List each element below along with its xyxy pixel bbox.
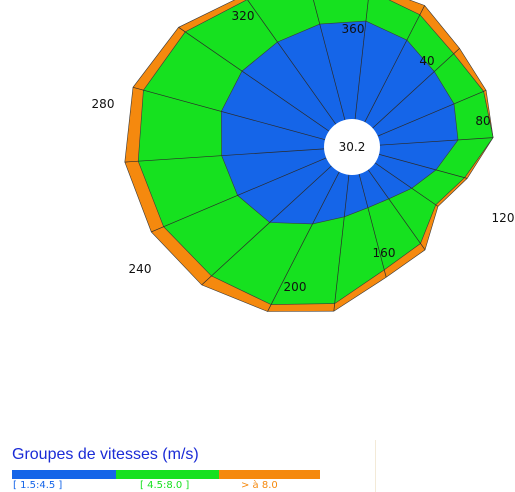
- wind-rose-spokes: [124, 0, 494, 312]
- spoke-320: [178, 27, 330, 132]
- spoke-220: [267, 170, 341, 312]
- legend-swatch-series-1: [12, 470, 116, 479]
- spoke-160: [367, 168, 426, 251]
- spoke-240: [201, 165, 333, 286]
- direction-label-240: 240: [129, 262, 152, 276]
- direction-label-160: 160: [373, 246, 396, 260]
- direction-label-40: 40: [419, 54, 434, 68]
- legend-swatch-series-3: [219, 470, 320, 479]
- legend-color-bar: [12, 470, 332, 479]
- spoke-180: [358, 172, 387, 278]
- legend-swatch-series-2: [116, 470, 219, 479]
- legend-labels: [ 1.5:4.5 ] [ 4.5:8.0 ] > à 8.0: [12, 480, 332, 492]
- spoke-20: [354, 0, 369, 121]
- spoke-0: [313, 0, 346, 122]
- wind-rose-layers: [124, 0, 494, 312]
- spoke-140: [374, 162, 439, 207]
- spoke-40: [363, 5, 425, 124]
- direction-label-80: 80: [475, 114, 490, 128]
- direction-label-120: 120: [492, 211, 515, 225]
- direction-labels: 320 360 40 80 120 160 200 240 280: [92, 9, 515, 294]
- legend-title: Groupes de vitesses (m/s): [12, 446, 199, 463]
- center-hole: [324, 119, 380, 175]
- spoke-100: [379, 137, 494, 146]
- spoke-120: [378, 153, 468, 179]
- center-value-label: 30.2: [339, 140, 366, 154]
- direction-label-320: 320: [232, 9, 255, 23]
- legend-label-series-3: > à 8.0: [241, 480, 278, 491]
- divider-line: [375, 440, 376, 492]
- legend-label-series-1: [ 1.5:4.5 ]: [13, 480, 63, 491]
- spoke-300: [132, 87, 326, 141]
- spoke-80: [377, 89, 487, 137]
- wind-rose-chart: 30.2 320 360 40 80 120 160 200 240 280: [92, 0, 515, 312]
- spoke-200: [333, 173, 350, 312]
- direction-label-360: 360: [342, 22, 365, 36]
- spoke-260: [151, 157, 327, 233]
- spoke-60: [371, 48, 460, 129]
- direction-label-280: 280: [92, 97, 115, 111]
- legend: Groupes de vitesses (m/s) [ 1.5:4.5 ] [ …: [12, 446, 332, 492]
- spoke-280: [124, 148, 325, 163]
- legend-label-series-2: [ 4.5:8.0 ]: [140, 480, 190, 491]
- direction-label-200: 200: [284, 280, 307, 294]
- spoke-340: [247, 0, 337, 126]
